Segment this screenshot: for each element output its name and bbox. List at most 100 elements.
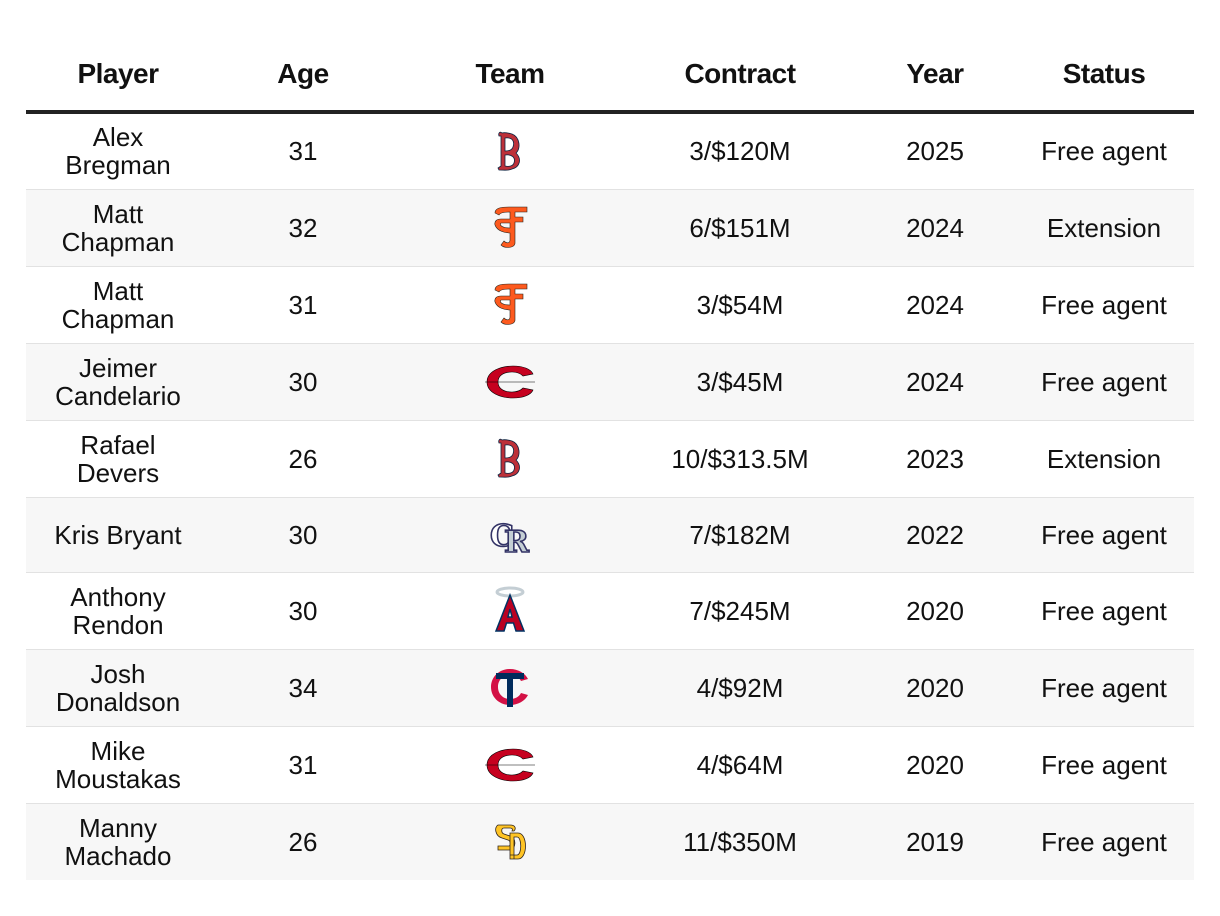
red-sox-logo-icon — [497, 131, 520, 171]
contracts-table: Player Age Team Contract Year Status Ale… — [26, 38, 1194, 880]
padres-logo-icon — [495, 824, 526, 860]
status-cell: Free agent — [1014, 266, 1194, 344]
year-text: 2024 — [906, 289, 964, 320]
status-cell: Extension — [1014, 420, 1194, 498]
status-text: Extension — [1046, 443, 1162, 474]
team-cell — [396, 343, 624, 421]
status-cell: Free agent — [1014, 803, 1194, 880]
reds-logo-icon — [485, 748, 535, 781]
age-cell: 26 — [210, 803, 396, 880]
player-cell: Kris Bryant — [26, 497, 210, 573]
status-text: Free agent — [1041, 672, 1167, 703]
contract-cell: 4/$64M — [624, 726, 856, 804]
player-text: Mike Moustakas — [55, 735, 181, 794]
year-cell: 2019 — [856, 803, 1014, 880]
giants-logo — [482, 199, 538, 255]
year-text: 2024 — [906, 212, 964, 243]
player-cell: Matt Chapman — [26, 189, 210, 267]
age-cell: 30 — [210, 343, 396, 421]
status-text: Free agent — [1041, 136, 1167, 167]
red-sox-logo — [482, 123, 538, 179]
age-cell: 30 — [210, 572, 396, 650]
red-sox-logo — [482, 430, 538, 486]
age-text: 30 — [288, 366, 318, 397]
year-text: 2022 — [906, 519, 964, 550]
table-row: Jeimer Candelario 30 3/$45M 2024 Free agent — [26, 343, 1194, 421]
status-cell: Free agent — [1014, 497, 1194, 573]
year-cell: 2020 — [856, 572, 1014, 650]
contract-cell: 7/$182M — [624, 497, 856, 573]
player-text: Kris Bryant — [54, 519, 182, 550]
contract-text: 7/$245M — [689, 595, 791, 626]
status-text: Free agent — [1041, 749, 1167, 780]
year-text: 2024 — [906, 366, 964, 397]
contract-text: 4/$64M — [696, 749, 784, 780]
svg-text:C: C — [490, 519, 514, 554]
player-text: Matt Chapman — [61, 198, 175, 257]
contract-cell: 3/$120M — [624, 112, 856, 190]
table-row: Alex Bregman 31 3/$120M 2025 Free agent — [26, 112, 1194, 190]
team-cell — [396, 726, 624, 804]
angels-logo — [482, 582, 538, 638]
year-cell: 2023 — [856, 420, 1014, 498]
year-cell: 2024 — [856, 266, 1014, 344]
status-text: Free agent — [1041, 595, 1167, 626]
contract-text: 3/$54M — [696, 289, 784, 320]
contract-text: 3/$120M — [689, 136, 791, 167]
contract-cell: 3/$45M — [624, 343, 856, 421]
team-cell — [396, 572, 624, 650]
status-text: Free agent — [1041, 826, 1167, 857]
contracts-table-container: Player Age Team Contract Year Status Ale… — [26, 38, 1194, 880]
age-text: 31 — [288, 136, 318, 167]
table-row: Mike Moustakas 31 4/$64M 2020 Free agent — [26, 726, 1194, 804]
red-sox-logo-icon — [497, 438, 520, 478]
player-cell: Alex Bregman — [26, 112, 210, 190]
column-header-status: Status — [1014, 38, 1194, 114]
player-text: Jeimer Candelario — [55, 352, 181, 411]
year-cell: 2024 — [856, 189, 1014, 267]
year-text: 2020 — [906, 672, 964, 703]
header-row: Player Age Team Contract Year Status — [26, 38, 1194, 114]
year-text: 2023 — [906, 443, 964, 474]
contract-text: 11/$350M — [683, 826, 797, 857]
reds-logo — [482, 354, 538, 410]
twins-logo — [482, 659, 538, 715]
team-cell — [396, 803, 624, 880]
column-header-year: Year — [856, 38, 1014, 114]
column-header-contract: Contract — [624, 38, 856, 114]
age-cell: 32 — [210, 189, 396, 267]
reds-logo — [482, 737, 538, 793]
age-cell: 31 — [210, 266, 396, 344]
contract-text: 3/$45M — [696, 366, 784, 397]
column-header-player: Player — [26, 38, 210, 114]
player-text: Rafael Devers — [76, 429, 160, 488]
team-cell — [396, 420, 624, 498]
age-text: 26 — [288, 826, 318, 857]
age-text: 30 — [288, 519, 318, 550]
table-header: Player Age Team Contract Year Status — [26, 38, 1194, 114]
contract-cell: 7/$245M — [624, 572, 856, 650]
player-cell: Anthony Rendon — [26, 572, 210, 650]
year-cell: 2024 — [856, 343, 1014, 421]
column-header-team: Team — [396, 38, 624, 114]
rockies-logo-icon: C R — [489, 518, 531, 558]
status-cell: Free agent — [1014, 112, 1194, 190]
status-cell: Free agent — [1014, 343, 1194, 421]
rockies-logo: C R — [482, 507, 538, 563]
year-cell: 2020 — [856, 649, 1014, 727]
year-cell: 2022 — [856, 497, 1014, 573]
contract-text: 10/$313.5M — [671, 443, 809, 474]
player-cell: Rafael Devers — [26, 420, 210, 498]
table-body: Alex Bregman 31 3/$120M 2025 Free agent Matt… — [26, 112, 1194, 880]
svg-text:R: R — [504, 525, 530, 558]
padres-logo — [482, 814, 538, 870]
age-text: 26 — [288, 443, 318, 474]
contract-cell: 10/$313.5M — [624, 420, 856, 498]
age-cell: 34 — [210, 649, 396, 727]
contract-text: 6/$151M — [689, 212, 791, 243]
contract-cell: 4/$92M — [624, 649, 856, 727]
age-text: 32 — [288, 212, 318, 243]
contract-cell: 3/$54M — [624, 266, 856, 344]
player-cell: Manny Machado — [26, 803, 210, 880]
player-cell: Josh Donaldson — [26, 649, 210, 727]
